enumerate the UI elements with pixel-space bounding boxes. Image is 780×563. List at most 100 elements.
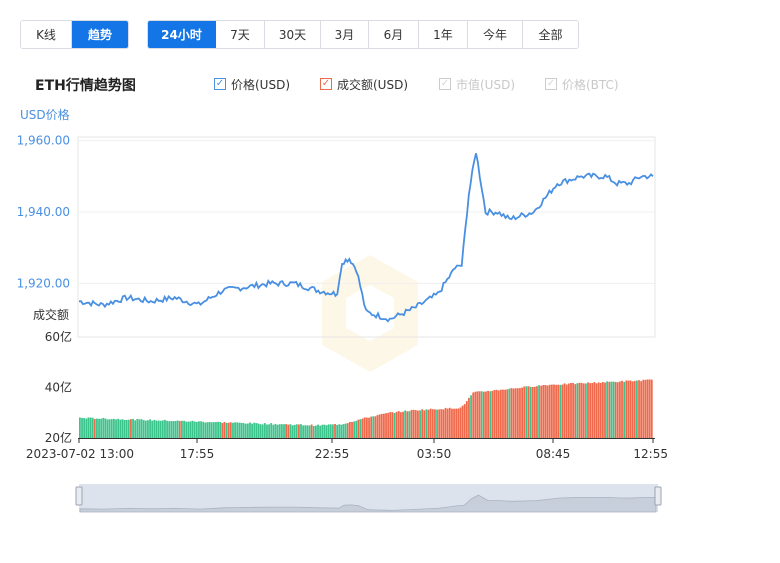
volume-bar (472, 392, 475, 438)
volume-bar (168, 421, 171, 438)
volume-bar (385, 413, 387, 438)
volume-bar (650, 379, 653, 438)
volume-bar (108, 419, 111, 438)
volume-bar (187, 421, 190, 438)
volume-bar (504, 389, 506, 438)
volume-bar (397, 411, 400, 438)
volume-bar (421, 409, 424, 438)
price-plot-area (77, 136, 656, 338)
volume-bar (529, 387, 532, 438)
volume-bar (565, 384, 568, 438)
volume-bar (393, 413, 396, 438)
volume-bar (434, 409, 436, 438)
volume-bar (521, 387, 523, 438)
volume-bar (115, 419, 117, 438)
legend-price-usd[interactable]: ✓ 价格(USD) (214, 76, 290, 92)
volume-bar (506, 389, 509, 438)
volume-bar (138, 419, 141, 438)
range-tab-1[interactable]: 7天 (216, 21, 265, 48)
volume-bar (319, 425, 322, 438)
volume-bar (89, 417, 92, 438)
range-tab-2[interactable]: 30天 (265, 21, 321, 48)
volume-bar (402, 411, 404, 438)
volume-bar (610, 381, 613, 438)
volume-bar (100, 418, 103, 438)
volume-bar (567, 383, 570, 438)
volume-bar (130, 419, 132, 438)
volume-bar (493, 390, 496, 438)
volume-bar (263, 423, 266, 438)
volume-bar (644, 379, 647, 438)
range-tab-6[interactable]: 今年 (468, 21, 523, 48)
volume-bar (485, 391, 487, 438)
volume-bar (519, 388, 521, 438)
navigator-left-handle[interactable] (75, 486, 83, 506)
volume-bar (255, 423, 258, 438)
volume-bar (412, 409, 415, 438)
volume-bar (259, 424, 262, 438)
volume-bar (363, 417, 366, 438)
volume-bar (370, 416, 373, 438)
volume-bar (317, 424, 319, 438)
volume-bar (395, 411, 398, 438)
volume-bar (389, 412, 392, 438)
volume-bar (283, 424, 285, 438)
x-tick-label: 22:55 (315, 447, 350, 461)
volume-bar (633, 380, 636, 438)
volume-bar (142, 420, 145, 438)
volume-bar (202, 421, 205, 438)
volume-bar (480, 391, 483, 438)
volume-bar (147, 420, 149, 438)
volume-bar (257, 423, 260, 438)
legend-volume-usd[interactable]: ✓ 成交额(USD) (320, 76, 408, 92)
volume-bar (98, 418, 100, 438)
volume-bar (612, 381, 615, 438)
volume-bar (374, 416, 377, 438)
legend-price-btc[interactable]: ✓ 价格(BTC) (545, 76, 619, 92)
range-tab-0[interactable]: 24小时 (148, 21, 216, 48)
volume-bar (155, 420, 158, 438)
volume-bar (117, 418, 120, 438)
volume-bar (161, 420, 164, 438)
range-tab-3[interactable]: 3月 (321, 21, 369, 48)
volume-bar (540, 385, 543, 438)
volume-bar (616, 382, 619, 438)
volume-bar (440, 409, 443, 438)
volume-bar (280, 424, 283, 438)
volume-bar (272, 424, 275, 438)
navigator-right-handle[interactable] (654, 486, 662, 506)
volume-bar (361, 418, 364, 438)
volume-bar (536, 386, 538, 438)
volume-bar (312, 426, 315, 438)
volume-bar (102, 417, 105, 438)
volume-bar (489, 391, 492, 438)
volume-bar (274, 423, 277, 438)
volume-bar (419, 410, 421, 438)
watermark-logo (322, 255, 418, 372)
volume-bar (391, 412, 394, 438)
range-tab-5[interactable]: 1年 (419, 21, 468, 48)
legend-label: 成交额(USD) (337, 77, 409, 92)
volume-bar (327, 424, 330, 438)
price-series-line (78, 153, 654, 323)
volume-bar (270, 423, 273, 438)
volume-bar (442, 409, 445, 438)
range-tab-4[interactable]: 6月 (369, 21, 419, 48)
range-tab-7[interactable]: 全部 (523, 21, 578, 48)
type-tab-1[interactable]: 趋势 (72, 21, 128, 48)
range-navigator[interactable] (75, 484, 662, 513)
legend-market-cap-usd[interactable]: ✓ 市值(USD) (439, 76, 515, 92)
volume-bar (451, 408, 453, 438)
volume-bar (191, 420, 194, 438)
volume-tick-label: 60亿 (45, 329, 72, 344)
volume-bar (570, 383, 572, 438)
volume-bar (378, 414, 381, 438)
volume-bar (278, 424, 281, 438)
volume-bar (512, 388, 515, 438)
volume-bar (314, 425, 317, 438)
volume-bar (87, 417, 90, 438)
volume-bar (368, 417, 370, 438)
volume-bar (212, 422, 215, 438)
type-tab-0[interactable]: K线 (21, 21, 72, 48)
chart-title: ETH行情趋势图 (35, 78, 136, 94)
